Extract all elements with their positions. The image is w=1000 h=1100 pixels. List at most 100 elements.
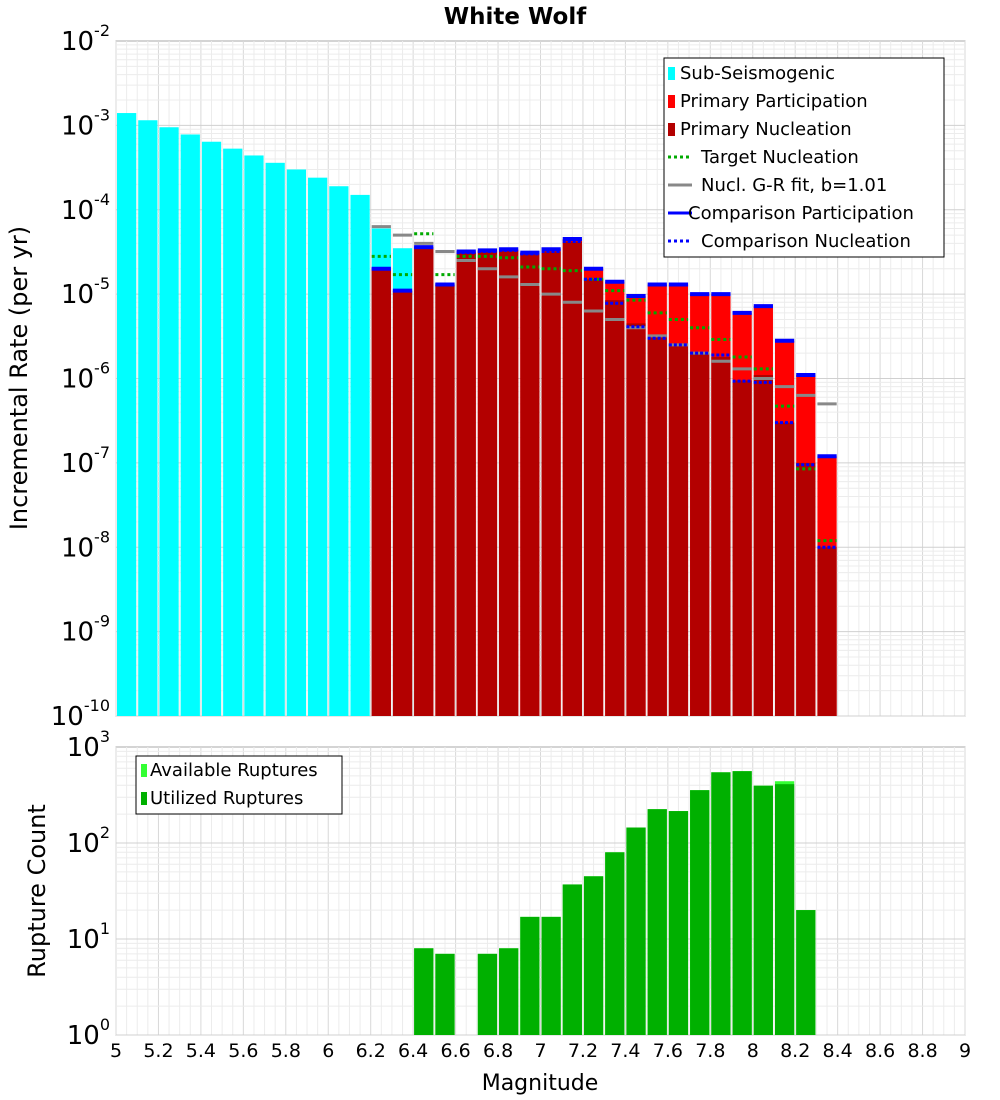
x-tick-label: 8.2 [780, 1040, 810, 1062]
legend-label: Comparison Participation [688, 203, 914, 224]
legend-swatch [668, 67, 675, 80]
sub-seismogenic-bar [180, 134, 200, 717]
utilized-ruptures-bar [435, 953, 455, 1035]
x-tick-label: 5.8 [271, 1040, 301, 1062]
nucleation-bar [732, 380, 752, 716]
nucleation-bar [583, 279, 604, 716]
y-tick-label: 10-6 [61, 359, 110, 395]
nucleation-bar [562, 241, 582, 717]
y-tick-label: 10-8 [61, 527, 110, 563]
nucleation-bar [605, 300, 625, 716]
legend-swatch [141, 764, 147, 777]
legend-swatch [141, 792, 147, 805]
legend-swatch [668, 95, 675, 108]
count-plot-marks [414, 771, 816, 1035]
utilized-ruptures-bar [796, 910, 816, 1035]
legend-label: Comparison Nucleation [701, 231, 911, 252]
legend-label: Target Nucleation [700, 147, 859, 168]
y-tick-label: 10-3 [61, 105, 110, 141]
x-tick-label: 8.4 [823, 1040, 853, 1062]
utilized-ruptures-bar [626, 827, 646, 1035]
x-tick-label: 8.8 [907, 1040, 937, 1062]
legend-label: Sub-Seismogenic [680, 63, 835, 84]
nucleation-bar [541, 251, 561, 716]
nucleation-bar [626, 323, 646, 716]
y-tick-label: 10-2 [61, 21, 110, 57]
x-tick-label: 6.4 [398, 1040, 428, 1062]
rate-legend-box [663, 57, 945, 258]
utilized-ruptures-bar [732, 771, 752, 1035]
x-tick-label: 7.2 [568, 1040, 598, 1062]
utilized-ruptures-bar [414, 948, 434, 1035]
y-tick-label: 101 [67, 919, 110, 955]
sub-seismogenic-bar [350, 194, 370, 716]
utilized-ruptures-bar [477, 953, 498, 1035]
legend-label: Primary Nucleation [680, 119, 852, 140]
nucleation-bar [711, 356, 731, 716]
sub-seismogenic-bar [265, 162, 285, 716]
x-axis-label: Magnitude [482, 1071, 599, 1096]
x-tick-label: 8 [747, 1040, 759, 1062]
chart-title: White Wolf [444, 4, 587, 30]
y-tick-label: 100 [67, 1015, 110, 1051]
nucleation-bar [520, 253, 540, 716]
sub-seismogenic-bar [159, 127, 179, 716]
nucleation-bar [774, 422, 795, 716]
y-tick-label: 102 [67, 823, 110, 859]
y-tick-label: 10-7 [61, 443, 110, 479]
utilized-ruptures-bar [541, 916, 561, 1035]
x-tick-label: 5.6 [228, 1040, 258, 1062]
utilized-ruptures-bar [605, 852, 625, 1035]
x-tick-label: 6.6 [440, 1040, 470, 1062]
x-tick-label: 5.4 [186, 1040, 216, 1062]
utilized-ruptures-bar [562, 884, 582, 1035]
nucleation-bar [499, 250, 519, 717]
rate-legend: Sub-Seismogenic Primary Participation Prim… [663, 57, 945, 258]
legend-label: Nucl. G-R fit, b=1.01 [701, 175, 887, 196]
legend-swatch [668, 123, 675, 136]
sub-seismogenic-bar [308, 177, 328, 716]
utilized-ruptures-bar [753, 785, 773, 1035]
nucleation-bar [647, 335, 667, 716]
legend-label: Available Ruptures [150, 760, 318, 781]
x-tick-label: 7.8 [695, 1040, 725, 1062]
count-legend-box [135, 755, 343, 815]
count-y-axis-label: Rupture Count [23, 804, 51, 978]
x-tick-label: 7 [534, 1040, 546, 1062]
nucleation-bar [668, 343, 689, 716]
nucleation-bar [392, 290, 413, 716]
utilized-ruptures-bar [647, 809, 667, 1035]
nucleation-bar [753, 375, 773, 716]
x-tick-label: 7.4 [610, 1040, 640, 1062]
legend-label: Utilized Ruptures [150, 788, 303, 809]
nucleation-bar [817, 547, 837, 716]
rate-y-axis-label: Incremental Rate (per yr) [5, 226, 33, 530]
utilized-ruptures-bar [520, 916, 540, 1035]
x-tick-label: 9 [959, 1040, 971, 1062]
utilized-ruptures-bar [690, 790, 710, 1035]
nucleation-bar [371, 268, 391, 716]
y-tick-label: 10-5 [61, 274, 110, 310]
utilized-ruptures-bar [668, 811, 689, 1035]
y-tick-label: 10-4 [61, 190, 110, 226]
x-tick-label: 8.6 [865, 1040, 895, 1062]
nucleation-bar [477, 251, 498, 716]
x-tick-label: 6.2 [356, 1040, 386, 1062]
legend-label: Primary Participation [680, 91, 868, 112]
y-tick-label: 103 [67, 727, 110, 763]
sub-seismogenic-bar [201, 141, 222, 716]
sub-seismogenic-bar [244, 155, 264, 716]
sub-seismogenic-bar [138, 120, 158, 717]
rate-plot-marks [117, 113, 837, 717]
count-y-ticks: 100 101 102 103 [67, 727, 110, 1051]
sub-seismogenic-bar [329, 186, 349, 716]
y-tick-label: 10-9 [61, 612, 110, 648]
nucleation-bar [456, 252, 476, 716]
nucleation-bar [414, 247, 434, 716]
utilized-ruptures-bar [711, 772, 731, 1035]
x-tick-label: 6.8 [483, 1040, 513, 1062]
nucleation-bar [435, 284, 455, 716]
